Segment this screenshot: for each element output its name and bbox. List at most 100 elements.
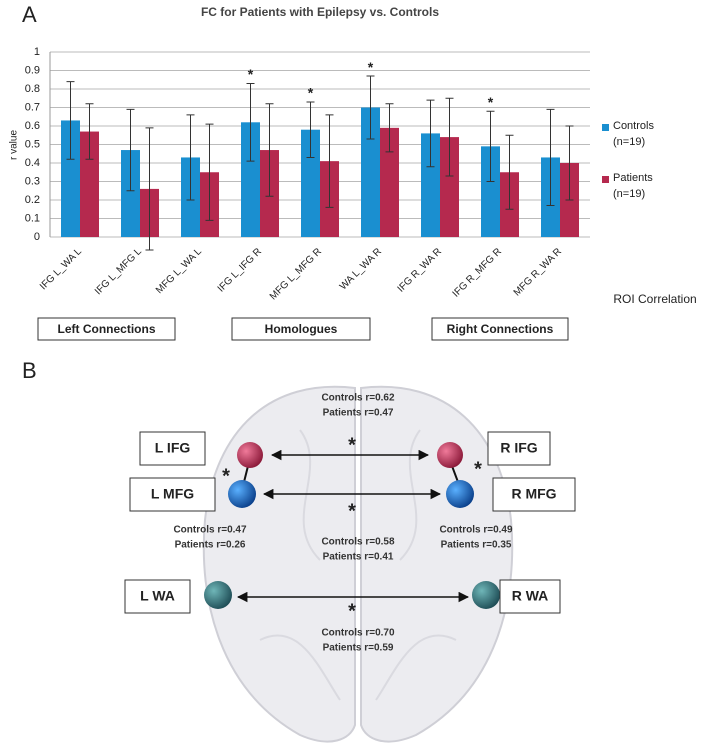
y-tick-label: 0 (34, 231, 40, 243)
connection-label: Controls r=0.62 (321, 393, 395, 404)
x-tick-label: MFG L_MFG R (268, 246, 324, 302)
error-bar (126, 108, 135, 192)
group-label: Right Connections (447, 322, 554, 336)
node-label: L WA (140, 588, 175, 604)
significance-marker: * (222, 465, 230, 487)
error-bar (66, 81, 75, 160)
significance-marker: * (248, 66, 254, 82)
error-bar (246, 82, 255, 162)
y-tick-label: 1 (34, 46, 40, 58)
error-bar (505, 134, 514, 210)
bar (301, 129, 320, 237)
error-bar (445, 97, 454, 177)
node-box (499, 579, 561, 614)
x-tick-label: MFG L_WA L (154, 246, 204, 296)
y-tick-label: 0.2 (25, 194, 40, 206)
error-bar (306, 101, 315, 158)
connectors (236, 449, 470, 603)
connection-label: Patients r=0.41 (323, 552, 394, 563)
error-bar (186, 114, 195, 201)
bar (361, 107, 380, 237)
bar (80, 131, 99, 237)
connection-label: Patients r=0.59 (323, 643, 394, 654)
y-tick-label: 0.4 (25, 157, 40, 169)
error-bar (385, 103, 394, 153)
x-tick-label: IFG R_WA R (396, 246, 444, 294)
error-bar (205, 123, 214, 221)
x-axis-label: ROI Correlation (613, 292, 696, 306)
x-tick-label: MFG R_WA R (512, 246, 564, 298)
bar (481, 146, 500, 237)
x-tick-label: IFG R_MFG R (451, 246, 504, 299)
node-box (124, 579, 191, 614)
connection-label: Controls r=0.70 (321, 628, 395, 639)
node-box (139, 431, 206, 466)
nodes (204, 442, 500, 609)
bar (241, 122, 260, 237)
significance-marker: * (348, 600, 356, 622)
bar (61, 120, 80, 237)
group-box (37, 317, 176, 341)
group-box (431, 317, 569, 341)
legend-item: Controls (n=19) (613, 120, 654, 148)
group-box (231, 317, 371, 341)
group-label: Left Connections (58, 322, 156, 336)
significance-marker: * (348, 434, 356, 456)
panel-label: B (22, 358, 37, 383)
panel-label: A (22, 2, 37, 27)
error-bar (85, 103, 94, 160)
y-axis-label: r value (9, 130, 20, 160)
connection-label: Controls r=0.47 (173, 525, 247, 536)
connection-label: Patients r=0.26 (175, 540, 246, 551)
brain-outline (202, 385, 514, 743)
significance-marker: * (368, 59, 374, 75)
legend-item: Patients (n=19) (613, 172, 653, 200)
node-label: R IFG (500, 440, 537, 456)
y-tick-label: 0.6 (25, 120, 40, 132)
group-label: Homologues (265, 322, 338, 336)
bar (421, 133, 440, 237)
legend-label: Patients (n=19) (613, 172, 653, 200)
bar (440, 137, 459, 237)
chart-title: FC for Patients with Epilepsy vs. Contro… (201, 5, 439, 19)
significance-marker: * (308, 85, 314, 101)
bar (121, 150, 140, 237)
node-box (487, 431, 551, 466)
error-bar (426, 99, 435, 168)
y-tick-label: 0.3 (25, 175, 40, 187)
node-label: R MFG (511, 486, 556, 502)
error-bar (366, 75, 375, 140)
node-box (129, 477, 216, 512)
x-tick-label: WA L_WA R (338, 246, 384, 292)
significance-marker: * (488, 94, 494, 110)
connection-label: Patients r=0.47 (323, 408, 394, 419)
error-bar (265, 103, 274, 197)
legend-label: Controls (n=19) (613, 120, 654, 148)
node-label: L IFG (155, 440, 191, 456)
x-tick-label: IFG L_IFG R (216, 246, 264, 294)
error-bar (145, 127, 154, 251)
legend-swatch (602, 124, 609, 131)
y-tick-label: 0.5 (25, 138, 40, 150)
significance-marker: * (348, 500, 356, 522)
y-tick-label: 0.1 (25, 212, 40, 224)
y-tick-label: 0.9 (25, 64, 40, 76)
connection-label: Patients r=0.35 (441, 540, 512, 551)
y-tick-label: 0.8 (25, 83, 40, 95)
node-box (492, 477, 576, 512)
y-tick-label: 0.7 (25, 101, 40, 113)
bar (380, 127, 399, 237)
x-tick-label: IFG L_MFG L (93, 246, 144, 297)
error-bar (325, 114, 334, 208)
node-label: L MFG (151, 486, 194, 502)
connection-label: Controls r=0.58 (321, 537, 395, 548)
x-tick-label: IFG L_WA L (38, 246, 84, 292)
legend-swatch (602, 176, 609, 183)
error-bar (486, 110, 495, 182)
connection-label: Controls r=0.49 (439, 525, 513, 536)
error-bar (565, 125, 574, 201)
significance-marker: * (474, 458, 482, 480)
error-bar (546, 108, 555, 207)
node-label: R WA (512, 588, 549, 604)
